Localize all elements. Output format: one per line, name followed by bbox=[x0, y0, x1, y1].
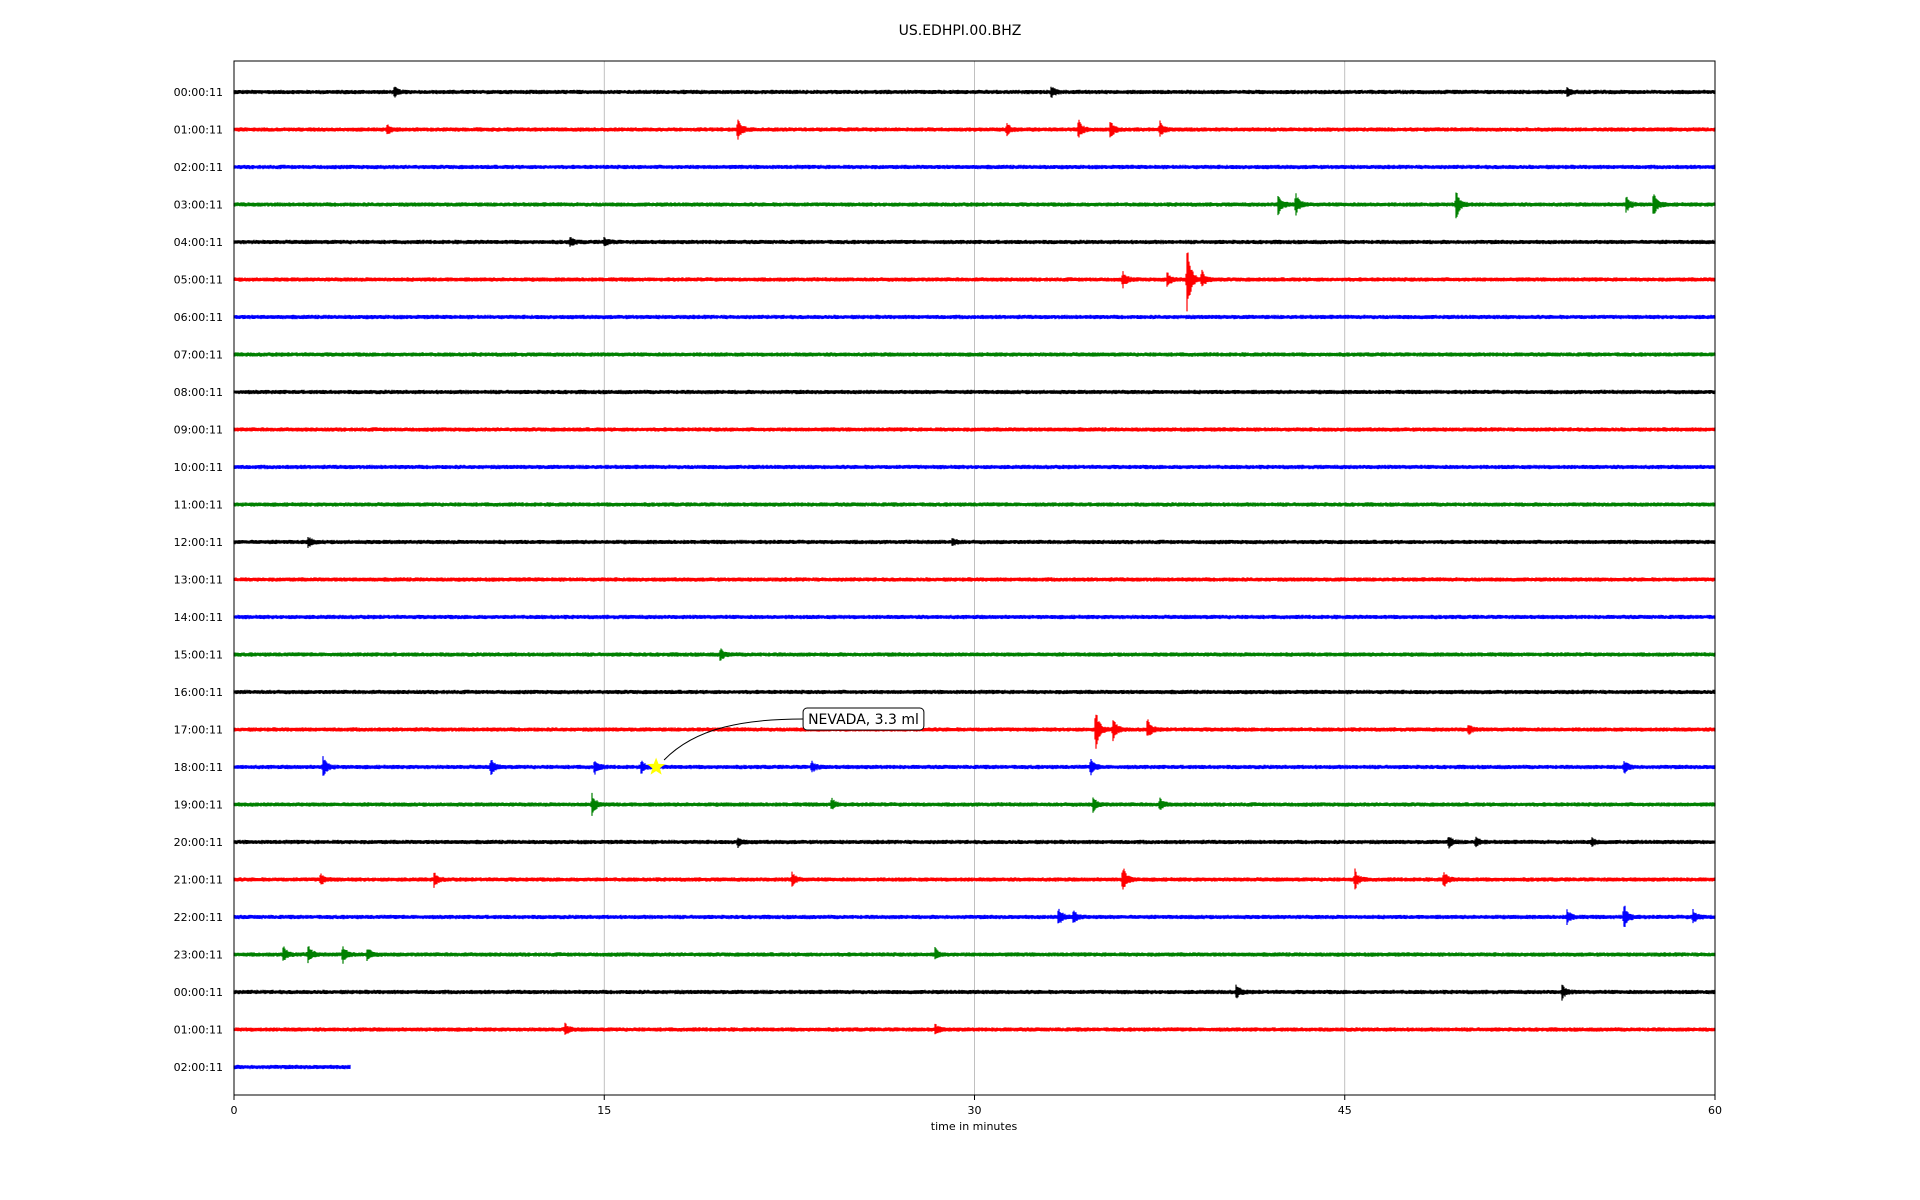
x-tick-label-2: 30 bbox=[968, 1104, 982, 1117]
trace-row-14 bbox=[233, 614, 1716, 620]
x-tick-label-1: 15 bbox=[597, 1104, 611, 1117]
row-label-25: 01:00:11 bbox=[174, 1024, 223, 1037]
row-label-3: 03:00:11 bbox=[174, 199, 223, 212]
row-label-7: 07:00:11 bbox=[174, 349, 223, 362]
row-label-15: 15:00:11 bbox=[174, 649, 223, 662]
row-label-22: 22:00:11 bbox=[174, 911, 223, 924]
trace-row-2 bbox=[233, 164, 1716, 170]
row-label-9: 09:00:11 bbox=[174, 424, 223, 437]
row-label-11: 11:00:11 bbox=[174, 499, 223, 512]
row-label-2: 02:00:11 bbox=[174, 161, 223, 174]
trace-row-11 bbox=[233, 502, 1716, 507]
row-label-4: 04:00:11 bbox=[174, 236, 223, 249]
trace-row-6 bbox=[233, 314, 1716, 320]
row-label-14: 14:00:11 bbox=[174, 611, 223, 624]
trace-row-16 bbox=[233, 689, 1716, 695]
annotation-box bbox=[802, 707, 925, 731]
row-label-16: 16:00:11 bbox=[174, 686, 223, 699]
row-label-24: 00:00:11 bbox=[174, 986, 223, 999]
trace-row-26 bbox=[233, 1064, 351, 1070]
row-label-23: 23:00:11 bbox=[174, 949, 223, 962]
row-label-8: 08:00:11 bbox=[174, 386, 223, 399]
trace-row-9 bbox=[233, 427, 1716, 432]
row-label-21: 21:00:11 bbox=[174, 874, 223, 887]
annotations: NEVADA, 3.3 ml bbox=[647, 707, 925, 775]
row-label-12: 12:00:11 bbox=[174, 536, 223, 549]
trace-row-7 bbox=[233, 352, 1716, 357]
row-label-0: 00:00:11 bbox=[174, 86, 223, 99]
row-label-26: 02:00:11 bbox=[174, 1061, 223, 1074]
row-label-6: 06:00:11 bbox=[174, 311, 223, 324]
x-tick-label-3: 45 bbox=[1338, 1104, 1352, 1117]
row-label-18: 18:00:11 bbox=[174, 761, 223, 774]
event-star-marker bbox=[647, 757, 666, 775]
x-axis-label: time in minutes bbox=[931, 1120, 1018, 1133]
row-label-20: 20:00:11 bbox=[174, 836, 223, 849]
row-label-17: 17:00:11 bbox=[174, 724, 223, 737]
row-label-19: 19:00:11 bbox=[174, 799, 223, 812]
row-label-10: 10:00:11 bbox=[174, 461, 223, 474]
chart-title: US.EDHPI.00.BHZ bbox=[899, 23, 1022, 39]
row-label-13: 13:00:11 bbox=[174, 574, 223, 587]
row-labels: 00:00:11 01:00:11 02:00:11 03:00:11 04:00:11… bbox=[174, 86, 223, 1074]
annotation-leader-line bbox=[663, 718, 804, 761]
x-tick-label-0: 0 bbox=[231, 1104, 238, 1117]
row-label-1: 01:00:11 bbox=[174, 124, 223, 137]
trace-row-8 bbox=[233, 389, 1716, 395]
x-tick-label-4: 60 bbox=[1708, 1104, 1722, 1117]
row-label-5: 05:00:11 bbox=[174, 274, 223, 287]
x-axis-ticks: 0 15 30 45 60 bbox=[231, 1095, 1722, 1117]
annotation-label: NEVADA, 3.3 ml bbox=[808, 712, 919, 728]
trace-row-13 bbox=[233, 577, 1716, 582]
